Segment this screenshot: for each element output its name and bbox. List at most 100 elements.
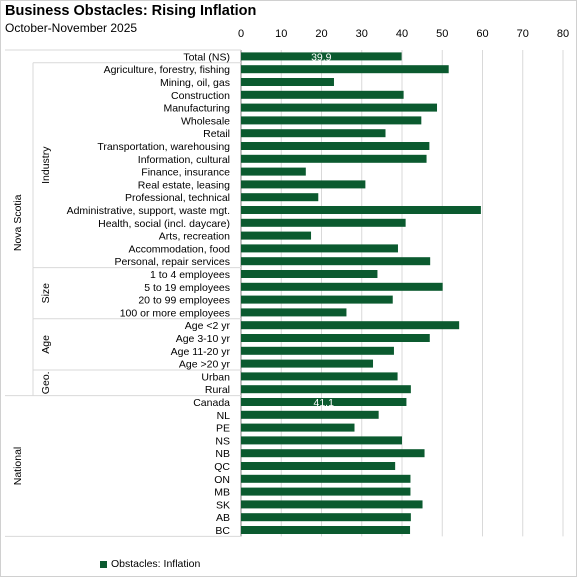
bar: [241, 129, 386, 138]
chart-title: Business Obstacles: Rising Inflation: [5, 3, 257, 19]
bar: [241, 449, 425, 458]
group-label: Age: [40, 335, 52, 354]
group-label: Nova Scotia: [12, 194, 24, 251]
bar: [241, 116, 422, 125]
bar: [241, 103, 438, 112]
category-label: Canada: [193, 397, 230, 409]
bar: [241, 295, 393, 304]
legend-label: Obstacles: Inflation: [111, 558, 201, 570]
x-tick-label: 30: [356, 28, 368, 40]
category-label: ON: [214, 474, 230, 486]
bar: [241, 346, 394, 355]
category-label: Urban: [201, 371, 230, 383]
category-label: 20 to 99 employees: [138, 295, 230, 307]
category-label: Transportation, warehousing: [97, 141, 230, 153]
bar: [241, 423, 355, 432]
x-tick-label: 80: [557, 28, 569, 40]
bar: [241, 462, 396, 470]
category-labels: Total (NS)Agriculture, forestry, fishing…: [67, 51, 231, 537]
category-label: Age 3-10 yr: [176, 333, 231, 345]
bar: [241, 410, 379, 419]
category-label: MB: [214, 487, 230, 499]
bar: [241, 308, 347, 317]
x-tick-label: 70: [517, 28, 529, 40]
bar: [241, 385, 411, 394]
bar: [241, 474, 411, 483]
category-label: Mining, oil, gas: [160, 77, 230, 89]
category-label: Accommodation, food: [128, 243, 230, 255]
category-label: NL: [217, 410, 231, 422]
category-label: Construction: [171, 90, 230, 102]
group-label: Industry: [40, 146, 52, 184]
bar: [241, 78, 334, 86]
group-label: National: [12, 447, 24, 486]
bar: [241, 500, 423, 509]
bar: [241, 359, 374, 368]
category-label: Personal, repair services: [114, 256, 230, 268]
bar: [241, 372, 398, 381]
category-label: Arts, recreation: [159, 231, 230, 243]
bar: [241, 270, 378, 278]
x-axis-ticks: 0 10 20 30 40 50 60 70 80: [238, 28, 569, 40]
x-tick-label: 40: [396, 28, 408, 40]
data-label: 39.9: [311, 51, 332, 63]
category-label: Agriculture, forestry, fishing: [104, 64, 231, 76]
legend-swatch: [100, 560, 107, 568]
x-tick-label: 50: [436, 28, 448, 40]
bar: [241, 282, 443, 291]
data-label: 41.1: [313, 397, 334, 409]
category-label: Retail: [203, 128, 230, 140]
group-label: Size: [40, 283, 52, 304]
category-label: NB: [215, 448, 230, 460]
category-label: PE: [216, 423, 230, 435]
category-label: Finance, insurance: [141, 167, 230, 179]
bar: [241, 487, 411, 496]
x-tick-label: 0: [238, 28, 244, 40]
bar: [241, 526, 411, 534]
category-label: Rural: [205, 384, 230, 396]
bar: [241, 244, 398, 253]
category-label: Age <2 yr: [185, 320, 231, 332]
bar: [241, 154, 427, 163]
bar: [241, 193, 319, 202]
bar: [241, 52, 402, 61]
bar: [241, 167, 306, 176]
bar: [241, 436, 402, 445]
category-label: Age 11-20 yr: [171, 346, 231, 358]
bar: [241, 231, 312, 240]
data-labels: 39.9 41.1: [311, 51, 334, 409]
bar: [241, 218, 406, 227]
category-label: SK: [216, 499, 230, 511]
category-label: Health, social (incl. daycare): [98, 218, 230, 230]
bar: [241, 257, 431, 266]
category-label: Professional, technical: [125, 192, 230, 204]
bar: [241, 334, 430, 342]
category-label: 5 to 19 employees: [144, 282, 230, 294]
bar: [241, 206, 481, 214]
bar: [241, 90, 404, 99]
bar: [241, 321, 460, 330]
legend: Obstacles: Inflation: [100, 558, 200, 570]
bar: [241, 398, 407, 406]
bar: [241, 180, 366, 189]
category-label: 100 or more employees: [120, 307, 230, 319]
bar: [241, 142, 430, 150]
category-label: Manufacturing: [163, 103, 230, 115]
bar: [241, 65, 449, 74]
bar: [241, 513, 411, 522]
category-label: Administrative, support, waste mgt.: [67, 205, 230, 217]
category-label: BC: [215, 525, 230, 537]
bars: [241, 52, 481, 534]
category-label: Wholesale: [181, 115, 230, 127]
x-tick-label: 10: [275, 28, 287, 40]
category-label: AB: [216, 512, 230, 524]
chart-subtitle: October-November 2025: [5, 21, 138, 35]
category-label: 1 to 4 employees: [150, 269, 230, 281]
category-groups: Nova Scotia Industry Size Age Geo. National: [5, 49, 241, 537]
category-label: Total (NS): [183, 51, 230, 63]
category-label: QC: [214, 461, 230, 473]
category-label: Information, cultural: [138, 154, 230, 166]
x-tick-label: 20: [315, 28, 327, 40]
category-label: Real estate, leasing: [138, 179, 230, 191]
